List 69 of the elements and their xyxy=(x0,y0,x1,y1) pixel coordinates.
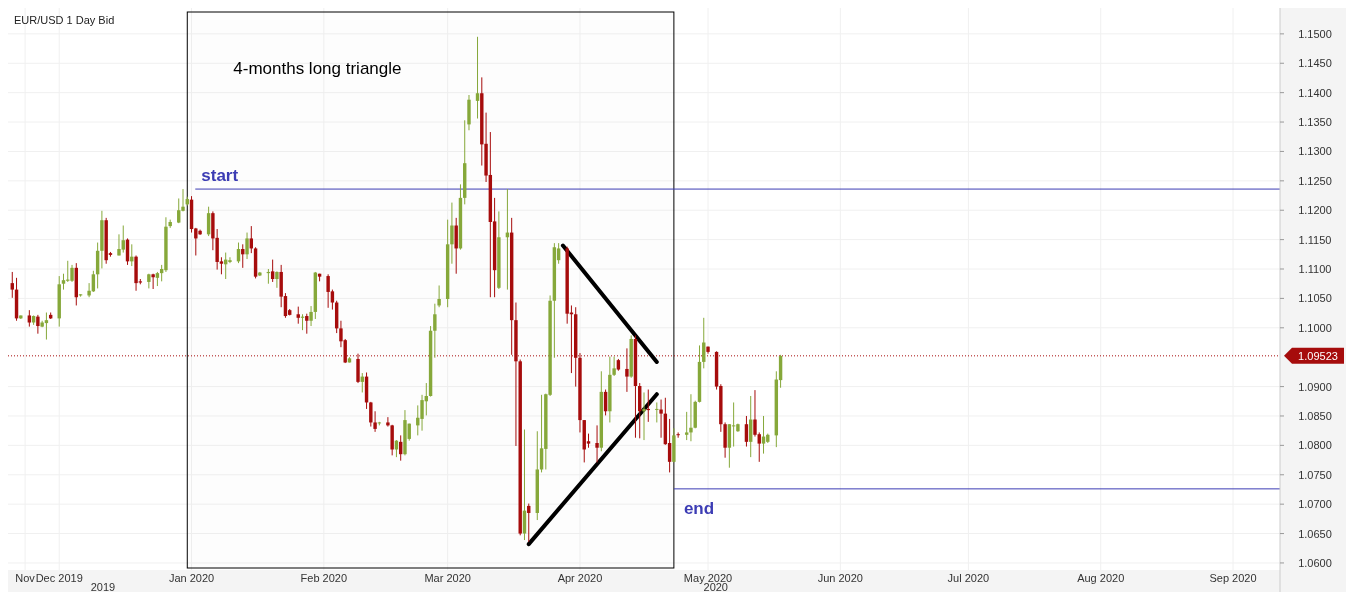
candlestick xyxy=(642,391,646,441)
candlestick xyxy=(625,347,629,393)
candlestick xyxy=(450,202,454,265)
x-tick-label: Nov xyxy=(15,572,36,584)
y-tick-label: 1.1200 xyxy=(1298,204,1332,217)
candlestick xyxy=(228,256,232,264)
text: 2020 xyxy=(703,581,729,593)
y-tick-label: 1.0700 xyxy=(1298,498,1332,511)
y-tick-label: 1.0650 xyxy=(1298,527,1332,540)
candlestick xyxy=(245,232,249,260)
y-tick-label: 1.1250 xyxy=(1298,174,1332,187)
candlestick xyxy=(731,401,736,448)
ref-line-label: end xyxy=(683,498,715,518)
candlestick xyxy=(702,317,706,369)
y-tick-label: 1.1050 xyxy=(1298,292,1332,305)
candlestick xyxy=(454,217,458,275)
candlestick xyxy=(595,424,599,463)
candlestick xyxy=(676,431,680,439)
candlestick xyxy=(420,394,424,432)
text: 2019 xyxy=(90,581,116,593)
x-tick-label: Dec 2019 xyxy=(35,572,83,584)
y-tick-label: 1.0600 xyxy=(1298,556,1332,569)
band-label: 4-months long triangle xyxy=(233,59,402,78)
ref-line-label: 1.09523 xyxy=(1298,349,1338,362)
candlestick xyxy=(151,273,155,290)
y-tick-label: 1.0750 xyxy=(1298,468,1332,481)
candlestick xyxy=(305,313,309,335)
y-tick-label: 1.1300 xyxy=(1298,145,1332,158)
y-tick-label: 1.1500 xyxy=(1298,27,1332,40)
candlestick xyxy=(437,284,441,308)
candlestick xyxy=(655,401,659,423)
candlestick xyxy=(177,197,181,224)
candlestick xyxy=(744,415,749,448)
candlestick xyxy=(326,273,330,309)
y-tick-label: 1.1400 xyxy=(1298,86,1332,99)
candlestick xyxy=(87,282,91,298)
candlestick xyxy=(44,312,49,341)
candlestick xyxy=(309,305,313,327)
x-tick-label: Sep 2020 xyxy=(1209,572,1257,584)
y-tick-label: 1.1100 xyxy=(1298,263,1332,276)
x-tick-label: May 2020 xyxy=(683,572,733,584)
candlestick xyxy=(433,303,437,359)
candlestick xyxy=(689,393,693,442)
y-tick-label: 1.1350 xyxy=(1298,116,1332,129)
y-tick-label: 1.0850 xyxy=(1298,409,1332,422)
y-tick-label: 1.1150 xyxy=(1298,233,1332,246)
x-tick-label: Mar 2020 xyxy=(424,572,471,584)
candlestick xyxy=(121,225,125,254)
x-tick-label: Jun 2020 xyxy=(817,572,863,584)
x-tick-label: Feb 2020 xyxy=(300,572,348,584)
y-tick-label: 1.0800 xyxy=(1298,439,1332,452)
y-tick-label: 1.0900 xyxy=(1298,380,1332,393)
x-tick-label: Jul 2020 xyxy=(947,572,990,584)
candlestick xyxy=(36,314,40,335)
x-tick-label: Jan 2020 xyxy=(168,572,215,584)
candlestick xyxy=(684,411,689,441)
x-tick-label: Aug 2020 xyxy=(1077,572,1125,584)
ref-line-label: start xyxy=(201,166,239,186)
x-tick-label: Apr 2020 xyxy=(557,572,603,584)
y-tick-label: 1.1000 xyxy=(1298,321,1332,334)
text: EUR/USD 1 Day Bid xyxy=(14,14,115,26)
candlestick xyxy=(475,36,480,120)
candlestick xyxy=(659,399,663,439)
candlestick xyxy=(10,271,14,299)
candlestick xyxy=(275,270,279,289)
candlestick xyxy=(270,259,275,283)
candlestick xyxy=(727,423,732,469)
candlestick xyxy=(369,401,373,428)
y-tick-label: 1.1450 xyxy=(1298,57,1332,70)
